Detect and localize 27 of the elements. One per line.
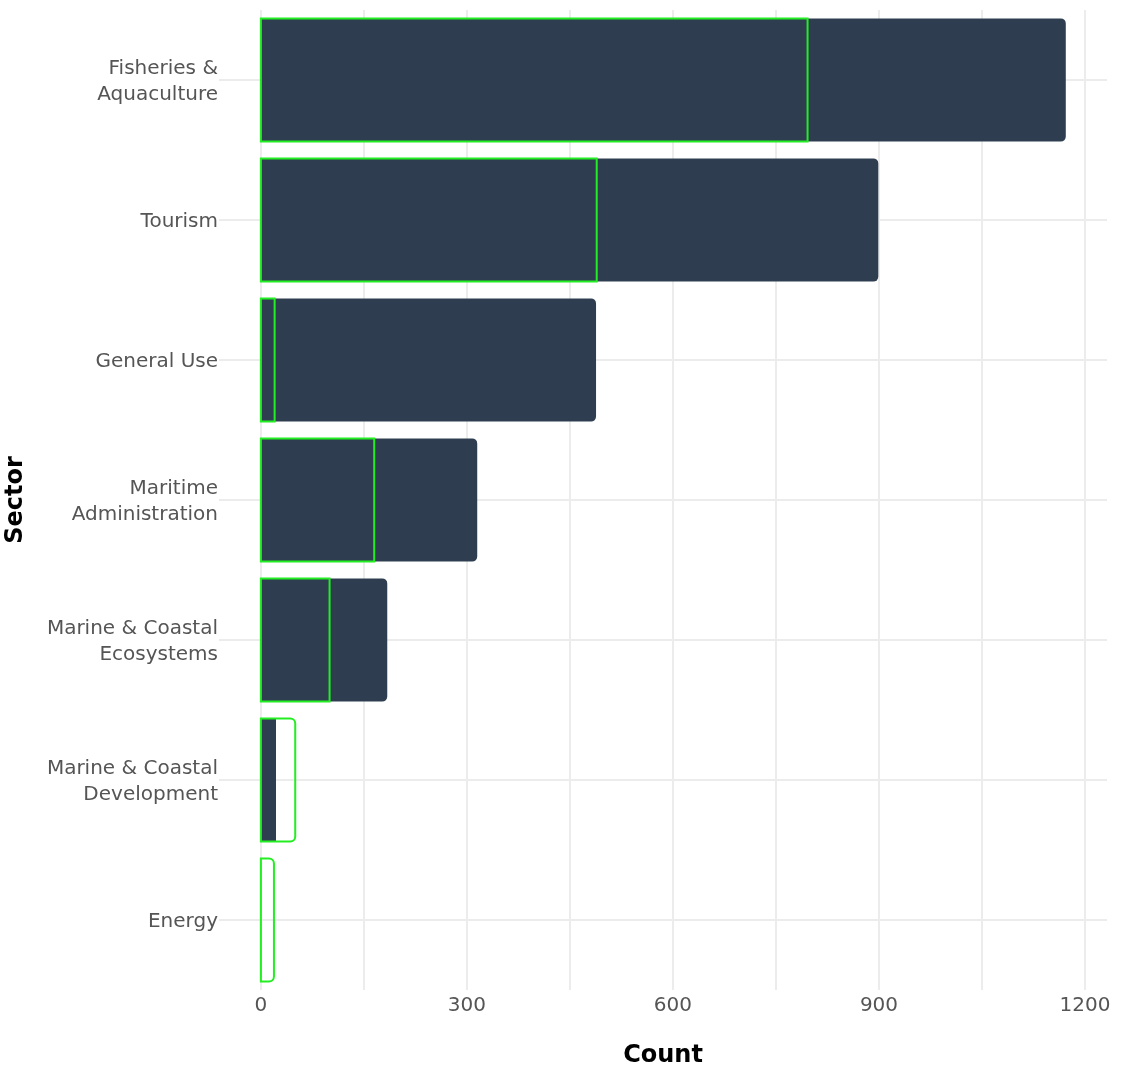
bar (259, 157, 598, 283)
bar (260, 298, 597, 422)
x-axis-title: Count (623, 1040, 703, 1069)
x-tick-label: 900 (859, 992, 899, 1016)
y-axis-title: Sector (0, 456, 28, 544)
bar (259, 437, 376, 563)
bar (259, 297, 276, 423)
x-tick-label: 600 (653, 992, 693, 1016)
y-tick-label: Fisheries & Aquaculture (97, 55, 218, 105)
y-tick-label: Tourism (139, 208, 218, 232)
bar (260, 158, 879, 282)
bar (260, 578, 388, 702)
bar (259, 577, 331, 703)
y-tick-label: Energy (147, 908, 219, 932)
bar (259, 17, 809, 143)
bar (260, 438, 478, 562)
bar (260, 18, 1066, 142)
bar (260, 718, 276, 842)
y-tick-label: Marine & Coastal Ecosystems (46, 615, 218, 665)
y-tick-label: Marine & Coastal Development (46, 755, 219, 805)
y-tick-label: General Use (95, 348, 218, 372)
bar (259, 857, 275, 983)
bar (259, 717, 297, 843)
x-tick-label: 1200 (1059, 992, 1111, 1016)
x-tick-label: 0 (254, 992, 268, 1016)
y-tick-label: Maritime Administration (71, 475, 218, 525)
x-tick-label: 300 (447, 992, 487, 1016)
